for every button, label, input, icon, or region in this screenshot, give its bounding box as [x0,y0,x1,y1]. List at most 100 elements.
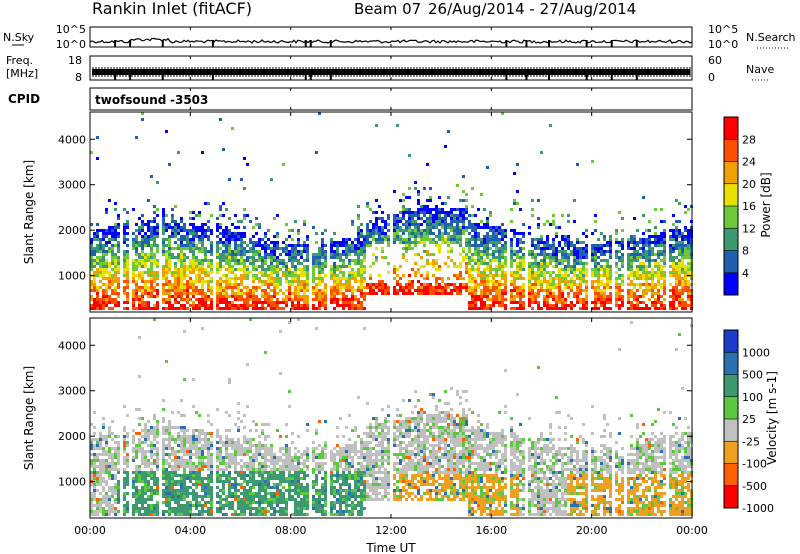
heatmap-cell [168,295,171,298]
heatmap-cell [168,289,171,292]
heatmap-cell [375,217,378,220]
heatmap-cell [300,274,303,277]
heatmap-cell [189,459,192,462]
heatmap-cell [285,268,288,271]
heatmap-cell [147,507,150,510]
heatmap-cell [450,289,453,292]
heatmap-cell [99,441,102,444]
heatmap-cell [195,265,198,268]
heatmap-cell [144,223,147,226]
heatmap-cell [348,277,351,280]
heatmap-cell [465,283,468,286]
noise-left-tick-top: 10^5 [56,23,86,36]
heatmap-cell [621,265,624,268]
heatmap-cell [600,250,603,253]
heatmap-cell [684,289,687,292]
heatmap-cell [402,274,405,277]
heatmap-cell [186,256,189,259]
heatmap-cell [606,277,609,280]
heatmap-cell [138,471,141,474]
heatmap-cell [93,426,96,429]
heatmap-cell [429,262,432,265]
heatmap-cell [180,217,183,220]
heatmap-cell [174,280,177,283]
heatmap-cell [414,220,417,223]
heatmap-cell [249,250,252,253]
heatmap-cell [420,232,423,235]
heatmap-cell [117,501,120,504]
heatmap-cell [273,265,276,268]
heatmap-cell [486,166,489,169]
heatmap-cell [468,280,471,283]
heatmap-cell [471,295,474,298]
heatmap-cell [648,262,651,265]
heatmap-cell [393,232,396,235]
heatmap-cell [402,241,405,244]
heatmap-cell [171,459,174,462]
heatmap-cell [582,289,585,292]
heatmap-cell [102,495,105,498]
heatmap-cell [126,253,129,256]
heatmap-cell [276,214,279,217]
heatmap-cell [147,235,150,238]
heatmap-cell [567,235,570,238]
heatmap-cell [177,483,180,486]
heatmap-cell [156,307,159,310]
heatmap-cell [171,208,174,211]
heatmap-cell [477,253,480,256]
heatmap-cell [519,277,522,280]
heatmap-cell [498,259,501,262]
heatmap-cell [162,226,165,229]
heatmap-cell [363,268,366,271]
heatmap-cell [387,238,390,241]
heatmap-cell [225,301,228,304]
heatmap-cell [105,277,108,280]
heatmap-cell [126,259,129,262]
heatmap-cell [177,438,180,441]
heatmap-cell [117,217,120,220]
heatmap-cell [138,286,141,289]
heatmap-cell [609,271,612,274]
heatmap-cell [426,217,429,220]
heatmap-cell [372,223,375,226]
heatmap-cell [684,253,687,256]
heatmap-cell [153,286,156,289]
heatmap-cell [306,271,309,274]
heatmap-cell [504,250,507,253]
heatmap-cell [423,286,426,289]
heatmap-cell [216,295,219,298]
heatmap-cell [306,304,309,307]
heatmap-cell [492,286,495,289]
heatmap-cell [651,286,654,289]
heatmap-cell [306,298,309,301]
heatmap-cell [189,477,192,480]
heatmap-cell [117,268,120,271]
heatmap-cell [396,220,399,223]
heatmap-cell [165,292,168,295]
heatmap-cell [330,292,333,295]
heatmap-cell [195,465,198,468]
heatmap-cell [597,244,600,247]
heatmap-cell [102,459,105,462]
heatmap-cell [450,247,453,250]
heatmap-cell [480,250,483,253]
heatmap-cell [261,283,264,286]
heatmap-cell [198,453,201,456]
heatmap-cell [117,453,120,456]
heatmap-cell [201,483,204,486]
heatmap-cell [495,286,498,289]
heatmap-cell [456,289,459,292]
heatmap-cell [579,259,582,262]
heatmap-cell [486,220,489,223]
heatmap-cell [432,217,435,220]
heatmap-cell [114,453,117,456]
heatmap-cell [459,238,462,241]
heatmap-cell [123,438,126,441]
heatmap-cell [411,280,414,283]
heatmap-cell [168,223,171,226]
heatmap-cell [540,235,543,238]
heatmap-cell [609,274,612,277]
heatmap-cell [546,304,549,307]
heatmap-cell [558,286,561,289]
heatmap-cell [282,298,285,301]
